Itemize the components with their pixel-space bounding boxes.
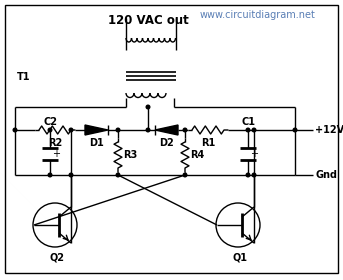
Text: R2: R2: [48, 138, 62, 148]
Circle shape: [69, 128, 73, 132]
Text: D2: D2: [159, 138, 174, 148]
Text: C1: C1: [241, 117, 255, 127]
Circle shape: [293, 128, 297, 132]
Circle shape: [146, 128, 150, 132]
Text: R4: R4: [190, 150, 204, 160]
Circle shape: [116, 173, 120, 177]
Text: C2: C2: [43, 117, 57, 127]
Text: Q2: Q2: [49, 252, 64, 262]
Circle shape: [183, 128, 187, 132]
Circle shape: [48, 173, 52, 177]
Circle shape: [252, 128, 256, 132]
Text: +: +: [52, 149, 60, 159]
Circle shape: [69, 173, 73, 177]
Text: R3: R3: [123, 150, 137, 160]
Circle shape: [183, 173, 187, 177]
Text: Gnd: Gnd: [315, 170, 337, 180]
Text: T1: T1: [17, 72, 31, 82]
Text: +12V: +12V: [315, 125, 343, 135]
Polygon shape: [155, 125, 178, 135]
Text: www.circuitdiagram.net: www.circuitdiagram.net: [200, 10, 316, 20]
Circle shape: [246, 128, 250, 132]
Text: Q1: Q1: [233, 252, 248, 262]
Text: R1: R1: [201, 138, 215, 148]
Text: D1: D1: [89, 138, 104, 148]
Text: +: +: [250, 149, 258, 159]
Circle shape: [116, 128, 120, 132]
Circle shape: [246, 173, 250, 177]
Polygon shape: [85, 125, 108, 135]
Circle shape: [146, 105, 150, 109]
Circle shape: [252, 173, 256, 177]
Circle shape: [48, 128, 52, 132]
Circle shape: [13, 128, 17, 132]
Text: 120 VAC out: 120 VAC out: [108, 14, 188, 27]
